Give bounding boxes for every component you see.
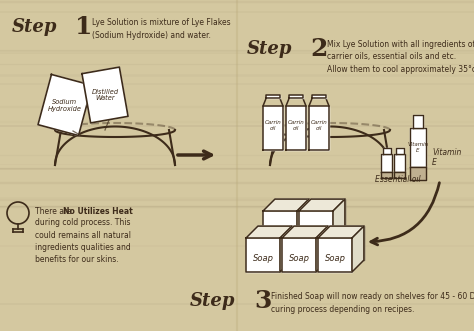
Polygon shape: [299, 211, 333, 245]
Polygon shape: [383, 148, 391, 154]
Polygon shape: [318, 226, 364, 238]
Text: Essential oıl: Essential oıl: [375, 175, 420, 184]
Text: Mix Lye Solution with all ingredients of
carrier oils, essential oils and etc.
A: Mix Lye Solution with all ingredients of…: [327, 40, 474, 74]
Polygon shape: [263, 106, 283, 150]
Polygon shape: [246, 226, 292, 238]
Text: Vitamin
E: Vitamin E: [432, 148, 461, 167]
Text: Step: Step: [12, 18, 57, 36]
Polygon shape: [289, 95, 303, 98]
Polygon shape: [316, 226, 328, 272]
Polygon shape: [352, 226, 364, 272]
Text: Carrin
oil: Carrin oil: [288, 120, 304, 131]
Polygon shape: [413, 115, 423, 128]
Polygon shape: [394, 172, 405, 178]
Polygon shape: [382, 154, 392, 172]
Text: during cold process. This
could remains all natural
ingredients qualities and
be: during cold process. This could remains …: [35, 218, 131, 264]
Polygon shape: [318, 238, 352, 272]
Polygon shape: [396, 148, 404, 154]
Polygon shape: [263, 199, 309, 211]
Polygon shape: [294, 226, 328, 260]
Polygon shape: [286, 106, 306, 150]
Text: Soap: Soap: [325, 254, 346, 263]
Polygon shape: [246, 238, 280, 272]
Polygon shape: [394, 154, 405, 172]
Text: 1: 1: [75, 15, 92, 39]
Polygon shape: [299, 199, 345, 211]
Text: Sodium
Hydroxide: Sodium Hydroxide: [48, 99, 82, 112]
Text: 3: 3: [254, 289, 272, 313]
Polygon shape: [311, 199, 345, 233]
Polygon shape: [297, 199, 309, 245]
Text: Soap: Soap: [289, 254, 310, 263]
Polygon shape: [38, 74, 92, 136]
Polygon shape: [275, 199, 309, 233]
Text: Carrin
oil: Carrin oil: [310, 120, 328, 131]
Polygon shape: [382, 172, 392, 178]
Text: 2: 2: [310, 37, 328, 61]
Polygon shape: [266, 95, 280, 98]
Polygon shape: [282, 226, 328, 238]
Polygon shape: [410, 128, 426, 167]
Text: No Utilizes Heat: No Utilizes Heat: [63, 207, 133, 216]
Text: Carrin
oil: Carrin oil: [264, 120, 282, 131]
Polygon shape: [333, 199, 345, 245]
Polygon shape: [280, 226, 292, 272]
Polygon shape: [330, 226, 364, 260]
Text: Distilled
Water: Distilled Water: [91, 88, 118, 102]
Polygon shape: [312, 95, 326, 98]
Polygon shape: [258, 226, 292, 260]
Text: Finished Soap will now ready on shelves for 45 - 60 Days
curing process dependin: Finished Soap will now ready on shelves …: [271, 292, 474, 313]
Polygon shape: [309, 106, 329, 150]
Text: Lye Solution is mixture of Lye Flakes
(Sodium Hydroxide) and water.: Lye Solution is mixture of Lye Flakes (S…: [92, 18, 231, 39]
Text: Step: Step: [247, 40, 292, 58]
Text: Soap: Soap: [253, 254, 273, 263]
Polygon shape: [263, 211, 297, 245]
Polygon shape: [82, 67, 128, 123]
Polygon shape: [282, 238, 316, 272]
Text: Vitamin
E: Vitamin E: [408, 142, 428, 153]
Text: Step: Step: [190, 292, 236, 310]
Polygon shape: [410, 167, 426, 180]
Text: There are: There are: [35, 207, 74, 216]
